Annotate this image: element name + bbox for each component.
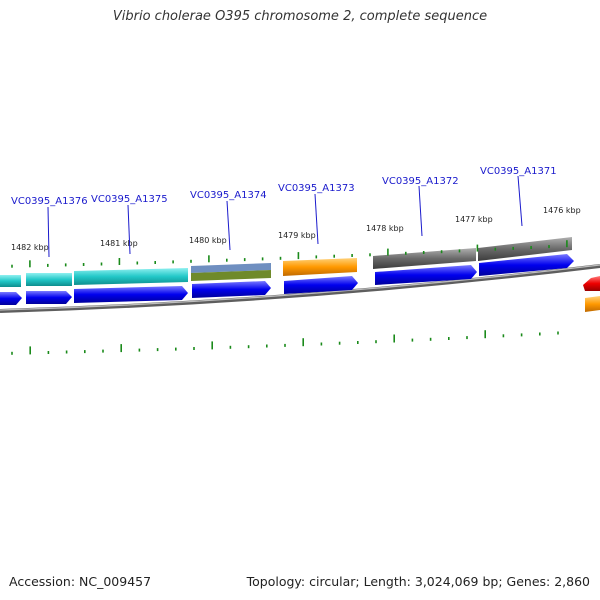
feature-steel	[191, 263, 271, 273]
feature-teal-2	[26, 273, 72, 286]
feature-track-outer	[0, 237, 572, 287]
kbp-scale-labels: 1482 kbp 1481 kbp 1480 kbp 1479 kbp 1478…	[11, 206, 581, 252]
feature-teal-3	[74, 268, 188, 285]
cds-arrow-5	[284, 276, 358, 294]
map-title: Vibrio cholerae O395 chromosome 2, compl…	[112, 9, 488, 24]
genome-backbone	[0, 264, 600, 313]
leader-a1376	[47, 206, 50, 258]
leader-a1375	[127, 204, 131, 255]
cds-arrow-3	[74, 286, 188, 303]
kbp-label-1479: 1479 kbp	[278, 231, 316, 240]
feature-red	[583, 276, 600, 291]
cds-arrow-1	[0, 292, 22, 305]
kbp-label-1480: 1480 kbp	[189, 236, 227, 245]
kbp-label-1476: 1476 kbp	[543, 206, 581, 215]
gene-label-a1372[interactable]: VC0395_A1372	[382, 176, 459, 187]
scale-ticks-inner	[11, 330, 559, 355]
feature-gray-2	[478, 237, 572, 261]
feature-orange-2	[585, 296, 600, 312]
kbp-label-1482: 1482 kbp	[11, 243, 49, 252]
leader-a1372	[418, 185, 423, 237]
cds-arrow-6	[375, 265, 477, 285]
gene-label-a1376[interactable]: VC0395_A1376	[11, 196, 88, 207]
gene-label-a1371[interactable]: VC0395_A1371	[480, 166, 557, 177]
cds-arrow-4	[192, 281, 271, 298]
gene-label-leaders	[47, 175, 523, 258]
cds-track	[0, 254, 574, 305]
kbp-label-1478: 1478 kbp	[366, 224, 404, 233]
kbp-label-1481: 1481 kbp	[100, 239, 138, 248]
feature-orange-1	[283, 258, 357, 276]
scale-ticks-outer	[11, 240, 568, 268]
feature-gray-1	[373, 248, 476, 269]
leader-a1371	[517, 175, 523, 227]
leader-a1374	[226, 200, 231, 251]
accession-text: Accession: NC_009457	[9, 574, 152, 589]
summary-text: Topology: circular; Length: 3,024,069 bp…	[246, 574, 590, 589]
genome-backbone-highlight	[0, 264, 600, 311]
kbp-label-1477: 1477 kbp	[455, 215, 493, 224]
feature-teal-1	[0, 275, 21, 287]
gene-labels: VC0395_A1376 VC0395_A1375 VC0395_A1374 V…	[11, 166, 557, 207]
cds-arrow-2	[26, 291, 72, 304]
gene-label-a1374[interactable]: VC0395_A1374	[190, 190, 267, 201]
feature-olive	[191, 270, 271, 281]
gene-label-a1375[interactable]: VC0395_A1375	[91, 194, 168, 205]
cds-arrow-7	[479, 254, 574, 276]
leader-a1373	[314, 193, 319, 245]
gene-label-a1373[interactable]: VC0395_A1373	[278, 183, 355, 194]
